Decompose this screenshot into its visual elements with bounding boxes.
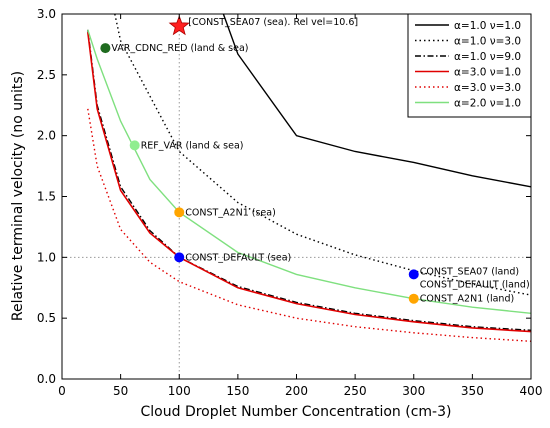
plot-area: VAR_CDNC_RED (land & sea) REF_VAR (land &… bbox=[37, 7, 543, 398]
x-tick-label-2: 100 bbox=[168, 384, 191, 398]
legend-label-1: α=1.0 ν=1.0 bbox=[454, 20, 521, 32]
x-tick-label-3: 150 bbox=[226, 384, 249, 398]
x-tick-label-7: 350 bbox=[461, 384, 484, 398]
x-tick-label-5: 250 bbox=[344, 384, 367, 398]
point-label-2: REF_VAR (land & sea) bbox=[141, 140, 244, 151]
series-line-4 bbox=[87, 32, 531, 333]
x-tick-label-0: 0 bbox=[58, 384, 66, 398]
y-tick-label-1: 0.5 bbox=[37, 311, 56, 325]
legend-label-4: α=3.0 ν=1.0 bbox=[454, 67, 521, 79]
x-tick-label-6: 300 bbox=[402, 384, 425, 398]
legend-label-2: α=1.0 ν=3.0 bbox=[454, 36, 521, 48]
point-label-7: CONST_A2N1 (land) bbox=[420, 294, 514, 305]
y-axis-label: Relative terminal velocity (no units) bbox=[10, 71, 26, 321]
point-label-5: CONST_SEA07 (land) bbox=[420, 266, 519, 277]
legend-label-3: α=1.0 ν=9.0 bbox=[454, 51, 521, 63]
legend: α=1.0 ν=1.0 α=1.0 ν=3.0 α=1.0 ν=9.0 α=3.0 ν… bbox=[407, 13, 532, 118]
point-label-4: CONST_DEFAULT (sea) bbox=[185, 252, 291, 263]
point-marker-3 bbox=[174, 207, 185, 218]
series-group bbox=[87, 14, 531, 342]
series-line-2 bbox=[114, 14, 531, 296]
x-tick-label-1: 50 bbox=[113, 384, 128, 398]
legend-box bbox=[407, 13, 532, 118]
point-marker-1 bbox=[100, 43, 111, 54]
y-tick-label-6: 3.0 bbox=[37, 7, 56, 21]
series-line-6 bbox=[87, 29, 531, 314]
series-line-1 bbox=[222, 14, 531, 188]
y-tick-label-4: 2.0 bbox=[37, 129, 56, 143]
x-axis-label: Cloud Droplet Number Concentration (cm-3… bbox=[141, 404, 452, 420]
x-tick-label-8: 400 bbox=[520, 384, 543, 398]
point-marker-5 bbox=[408, 269, 419, 280]
point-label-1: VAR_CDNC_RED (land & sea) bbox=[111, 43, 248, 54]
point-marker-4 bbox=[174, 252, 185, 263]
x-tick-label-4: 200 bbox=[285, 384, 308, 398]
legend-label-6: α=2.0 ν=1.0 bbox=[454, 98, 521, 110]
y-tick-label-3: 1.5 bbox=[37, 190, 56, 204]
y-tick-label-5: 2.5 bbox=[37, 68, 56, 82]
point-label-3: CONST_A2N1 (sea) bbox=[185, 207, 276, 218]
point-marker-2 bbox=[129, 140, 140, 151]
point-marker-star bbox=[168, 15, 190, 36]
legend-label-5: α=3.0 ν=3.0 bbox=[454, 82, 521, 94]
y-tick-label-2: 1.0 bbox=[37, 250, 56, 264]
point-label-6: CONST_DEFAULT (land) bbox=[420, 279, 530, 290]
series-line-3 bbox=[87, 29, 531, 331]
point-label-8: [CONST_SEA07 (sea). Rel vel=10.6] bbox=[188, 17, 358, 28]
point-marker-7 bbox=[408, 293, 419, 304]
y-tick-label-0: 0.0 bbox=[37, 372, 56, 386]
